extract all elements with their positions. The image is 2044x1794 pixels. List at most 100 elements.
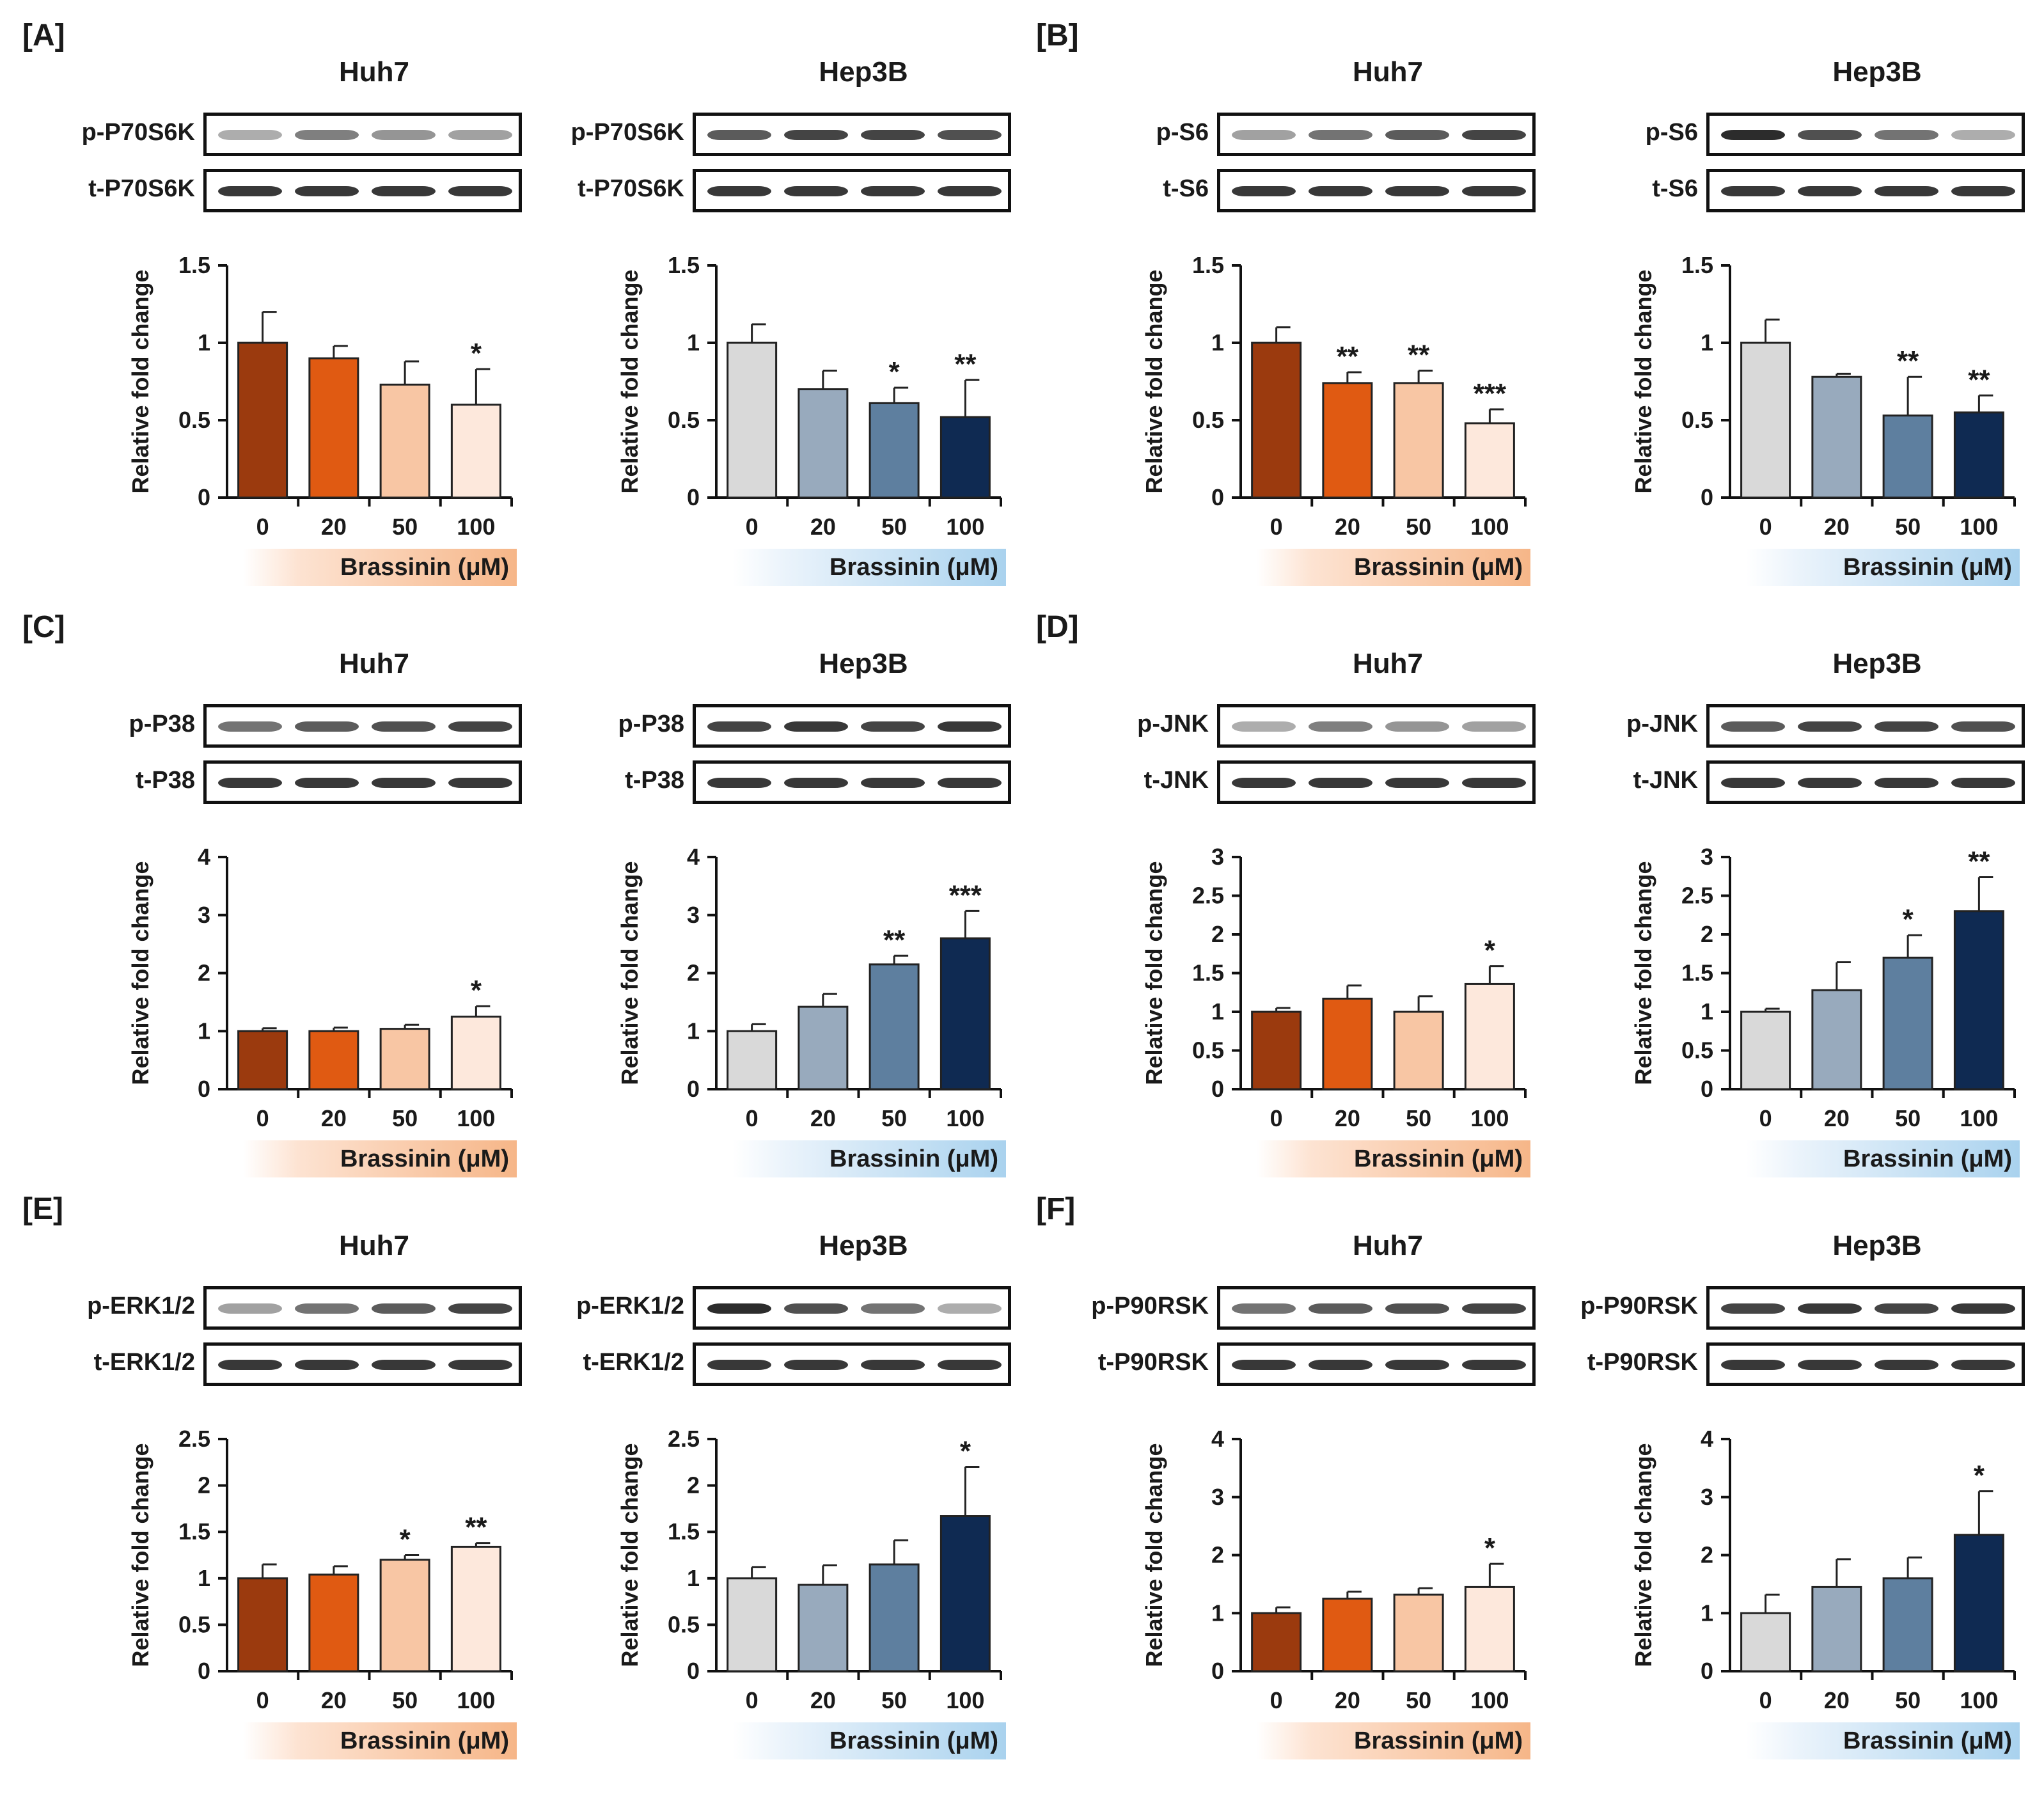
blot-band — [1232, 186, 1296, 196]
blot-band — [1232, 1360, 1296, 1370]
blot-chart-unit-huh7: Huh7 p-P38 t-P38 Relative fold change 0 1 2 3 4 0… — [0, 592, 522, 1180]
blot-band — [1875, 1303, 1938, 1314]
y-axis-label: Relative fold change — [1630, 861, 1656, 1085]
blot-band — [1462, 1360, 1526, 1370]
bar — [869, 1563, 920, 1672]
blot-band — [707, 778, 771, 788]
significance-marker: ** — [883, 924, 906, 956]
y-axis-label: Relative fold change — [1630, 269, 1656, 493]
western-blot-t-p70s6k — [693, 169, 1011, 212]
y-tick-label: 0 — [1701, 484, 1713, 510]
blot-band — [372, 721, 436, 732]
x-tick-label: 100 — [457, 514, 495, 540]
bar — [1464, 422, 1515, 499]
blot-chart-unit-hep3b: Hep3B p-JNK t-JNK Relative fold change 0 0.5 1… — [1503, 592, 2025, 1180]
western-blot-t-erk1-2 — [693, 1342, 1011, 1386]
blot-band — [1385, 1303, 1449, 1314]
x-tick-label: 0 — [1270, 1105, 1283, 1131]
blot-band — [938, 1303, 1002, 1314]
blot-chart-unit-hep3b: Hep3B p-P90RSK t-P90RSK Relative fold chang… — [1503, 1174, 2025, 1762]
cell-line-title: Huh7 — [339, 1230, 409, 1261]
western-blot-t-jnk — [1706, 760, 2025, 804]
x-tick-label: 100 — [946, 1687, 984, 1713]
blot-label: p-JNK — [1137, 711, 1209, 737]
x-tick-label: 20 — [810, 1105, 836, 1131]
blot-band — [861, 721, 925, 732]
panel-label: [B] — [1036, 19, 1079, 52]
western-blot-p-erk1-2 — [693, 1286, 1011, 1330]
western-blot-t-p38 — [693, 760, 1011, 804]
blot-chart-unit-hep3b: Hep3B p-P38 t-P38 Relative fold change 0 1 2 3 4… — [489, 592, 1011, 1180]
x-tick-label: 20 — [1824, 514, 1850, 540]
x-tick-label: 100 — [457, 1687, 495, 1713]
cell-line-title: Huh7 — [1353, 648, 1423, 679]
y-tick-label: 3 — [1211, 844, 1224, 870]
y-tick-label: 0 — [1211, 1658, 1224, 1684]
blot-chart-unit-hep3b: Hep3B p-P70S6K t-P70S6K Relative fold chang… — [489, 0, 1011, 588]
blot-band — [1309, 1360, 1372, 1370]
blot-band — [1462, 721, 1526, 732]
cell-line-title: Hep3B — [819, 1230, 908, 1261]
bar — [1811, 375, 1862, 499]
y-tick-label: 2 — [198, 960, 210, 986]
y-tick-label: 2 — [1701, 1542, 1713, 1568]
blot-label: t-P38 — [625, 767, 684, 794]
blot-band — [1951, 721, 2015, 732]
y-axis-label: Relative fold change — [1141, 1443, 1167, 1667]
blot-band — [938, 1360, 1002, 1370]
y-tick-label: 1 — [198, 1565, 210, 1591]
blot-band — [295, 186, 359, 196]
blot-band — [1309, 130, 1372, 140]
y-tick-label: 3 — [1211, 1484, 1224, 1510]
bar-chart: Relative fold change 0 0.5 1 1.5 0 20 50 * 100 — [127, 252, 513, 540]
blot-band — [372, 778, 436, 788]
blot-label: p-ERK1/2 — [576, 1293, 684, 1319]
y-tick-label: 0.5 — [1192, 407, 1224, 433]
x-tick-label: 50 — [1895, 514, 1921, 540]
blot-band — [1385, 186, 1449, 196]
x-tick-label: 0 — [746, 514, 759, 540]
cell-line-title: Huh7 — [339, 56, 409, 88]
y-tick-label: 0.5 — [668, 1611, 700, 1637]
bar-chart: Relative fold change 0 0.5 1 1.5 2 2.5 0 20 * 50 **… — [127, 1426, 513, 1713]
x-tick-label: 20 — [1335, 1105, 1360, 1131]
bar — [798, 1584, 849, 1672]
y-tick-label: 1 — [1211, 329, 1224, 356]
x-tick-label: 50 — [1895, 1105, 1921, 1131]
blot-band — [1232, 721, 1296, 732]
bar — [1882, 1577, 1933, 1672]
panel-label: [F] — [1036, 1192, 1076, 1226]
y-tick-label: 2 — [687, 1472, 700, 1499]
blot-band — [1462, 130, 1526, 140]
blot-band — [707, 1360, 771, 1370]
x-axis-label: Brassinin (μM) — [1746, 1722, 2020, 1759]
blot-band — [707, 721, 771, 732]
blot-band — [1309, 186, 1372, 196]
y-tick-label: 1 — [687, 1018, 700, 1044]
blot-band — [861, 1303, 925, 1314]
x-tick-label: 0 — [1270, 1687, 1283, 1713]
bar — [1393, 382, 1444, 499]
x-tick-label: 0 — [746, 1105, 759, 1131]
y-tick-label: 1 — [1701, 998, 1713, 1025]
blot-band — [861, 186, 925, 196]
bar-chart: Relative fold change 0 0.5 1 1.5 2 2.5 3 0 20 50 * 1… — [1141, 844, 1527, 1131]
bar — [308, 1030, 359, 1090]
cell-line-title: Huh7 — [339, 648, 409, 679]
y-tick-label: 4 — [1701, 1426, 1713, 1452]
y-tick-label: 0.5 — [1192, 1037, 1224, 1064]
significance-marker: * — [1974, 1460, 1985, 1491]
blot-band — [1798, 1303, 1862, 1314]
x-tick-label: 0 — [256, 1687, 269, 1713]
y-tick-label: 1.5 — [178, 1518, 210, 1545]
bar-chart: Relative fold change 0 0.5 1 1.5 0 20 ** 50 ** 100 — [1630, 252, 2016, 540]
x-tick-label: 20 — [321, 1105, 347, 1131]
western-blot-p-erk1-2 — [203, 1286, 522, 1330]
x-tick-label: 0 — [1759, 514, 1772, 540]
western-blot-p-p90rsk — [1217, 1286, 1536, 1330]
blot-band — [218, 130, 282, 140]
x-tick-label: 0 — [1759, 1687, 1772, 1713]
bar — [1393, 1593, 1444, 1672]
panel-label: [D] — [1036, 610, 1079, 644]
significance-marker: ** — [954, 349, 977, 380]
